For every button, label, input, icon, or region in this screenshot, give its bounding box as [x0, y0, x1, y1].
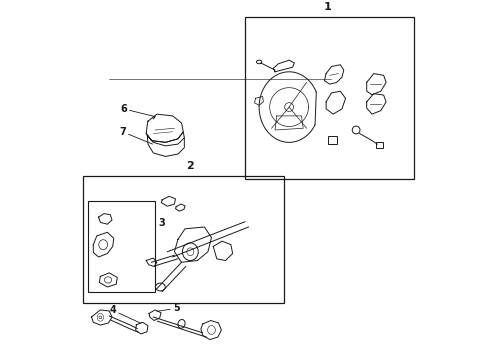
Bar	[245, 17, 415, 179]
Text: 7: 7	[119, 127, 152, 144]
Text: 5: 5	[157, 303, 180, 314]
Bar	[328, 136, 337, 144]
Text: 4: 4	[109, 305, 141, 323]
Text: 3: 3	[159, 219, 165, 229]
Bar	[88, 201, 155, 292]
Text: 1: 1	[324, 2, 332, 12]
Bar	[83, 176, 284, 303]
Bar	[375, 142, 383, 148]
Text: 6: 6	[120, 104, 155, 117]
Text: 2: 2	[187, 161, 194, 171]
